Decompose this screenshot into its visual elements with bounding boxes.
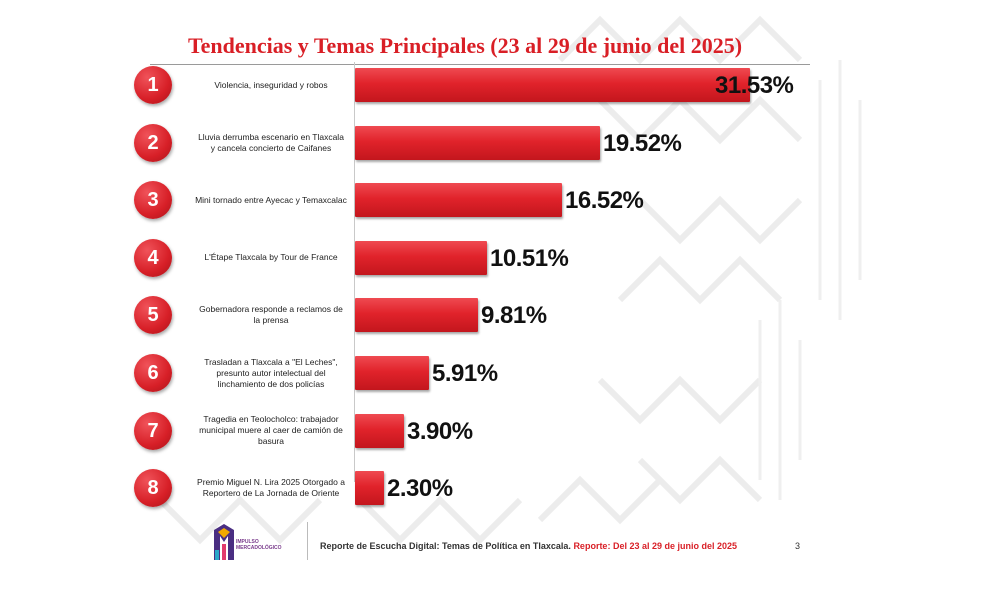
bar-label: Mini tornado entre Ayecac y Temaxcalac bbox=[195, 194, 347, 205]
bar-label: Gobernadora responde a reclamos de la pr… bbox=[199, 304, 343, 326]
footer-report-text: Reporte de Escucha Digital: Temas de Pol… bbox=[320, 541, 737, 551]
rank-badge: 4 bbox=[134, 238, 172, 277]
bar bbox=[355, 240, 487, 275]
footer-divider bbox=[307, 522, 308, 560]
rank-badge: 1 bbox=[134, 66, 172, 104]
bar bbox=[355, 413, 404, 448]
rank-badge: 6 bbox=[134, 354, 172, 392]
bar-baseline bbox=[354, 62, 355, 482]
bar-value-label: 2.30% bbox=[387, 475, 453, 503]
bar-value-label: 10.51% bbox=[490, 244, 569, 272]
bar bbox=[355, 68, 750, 102]
rank-badge: 3 bbox=[134, 181, 172, 220]
report-title: Reporte de Escucha Digital: Temas de Pol… bbox=[320, 541, 571, 551]
bar bbox=[355, 183, 562, 218]
logo-line-1: IMPULSO bbox=[236, 539, 259, 545]
bar-label: Lluvia derrumba escenario en Tlaxcala y … bbox=[198, 131, 344, 153]
report-dates: Reporte: Del 23 al 29 de junio del 2025 bbox=[573, 541, 737, 551]
chart-title: Tendencias y Temas Principales (23 al 29… bbox=[187, 33, 743, 58]
bar bbox=[355, 125, 600, 160]
bar bbox=[355, 298, 478, 333]
page-number: 3 bbox=[795, 541, 801, 551]
bar-value-label: 31.53% bbox=[715, 72, 794, 99]
bar-label: Premio Miguel N. Lira 2025 Otorgado a Re… bbox=[197, 477, 345, 499]
bar-label: L'Étape Tlaxcala by Tour de France bbox=[204, 252, 338, 263]
impulso-mercadologico-logo bbox=[214, 524, 234, 560]
bar-label: Tragedia en Teolocholco: trabajador muni… bbox=[199, 414, 343, 447]
bar-value-label: 3.90% bbox=[407, 417, 473, 445]
bar-label: Violencia, inseguridad y robos bbox=[214, 79, 328, 90]
logo-wordmark: IMPULSO MERCADOLÓGICO bbox=[236, 539, 282, 551]
bar-value-label: 16.52% bbox=[565, 187, 644, 215]
bar bbox=[355, 356, 429, 390]
logo-line-2: MERCADOLÓGICO bbox=[236, 545, 282, 551]
title-underline bbox=[150, 64, 810, 65]
bar bbox=[355, 471, 384, 506]
bar-label: Trasladan a Tlaxcala a "El Leches", pres… bbox=[204, 356, 338, 389]
rank-badge: 7 bbox=[134, 411, 172, 450]
rank-badge: 8 bbox=[134, 469, 172, 508]
bar-value-label: 5.91% bbox=[432, 360, 498, 387]
rank-badge: 2 bbox=[134, 123, 172, 162]
rank-badge: 5 bbox=[134, 296, 172, 335]
bar-value-label: 9.81% bbox=[481, 302, 547, 330]
bar-value-label: 19.52% bbox=[603, 129, 682, 157]
